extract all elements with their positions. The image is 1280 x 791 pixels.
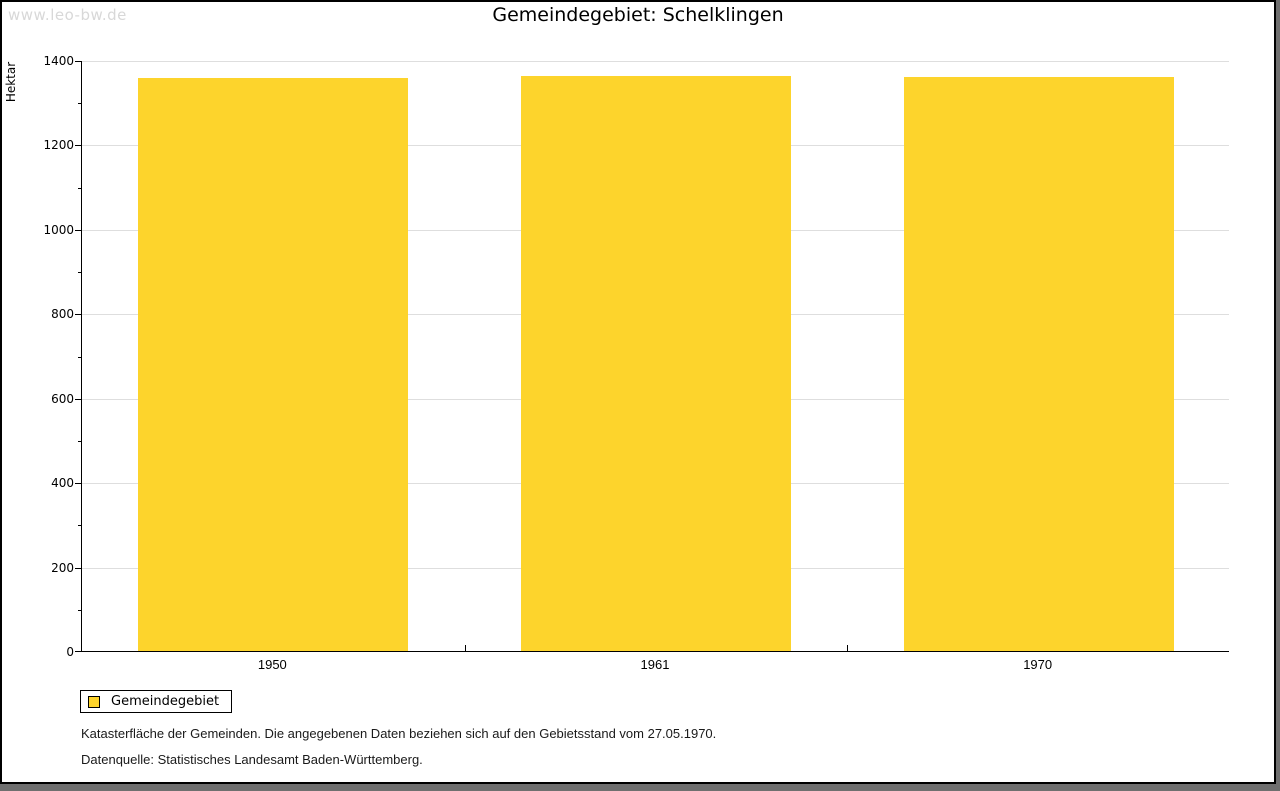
y-axis-major-tick [75, 314, 81, 316]
y-tick-label: 200 [51, 560, 74, 575]
y-tick-label: 0 [66, 645, 74, 659]
y-axis-major-tick [75, 483, 81, 485]
x-tick-label: 1970 [1023, 657, 1053, 672]
y-axis-minor-tick [78, 272, 81, 274]
legend-label: Gemeindegebiet [111, 694, 220, 709]
y-axis-major-tick [75, 61, 81, 62]
y-tick-label: 600 [51, 391, 74, 406]
bar-1970 [903, 77, 1174, 651]
footnote-data-source: Datenquelle: Statistisches Landesamt Bad… [81, 752, 423, 767]
y-axis-minor-tick [78, 103, 81, 105]
y-axis-minor-tick [78, 609, 81, 611]
plot-area [75, 61, 1229, 652]
y-axis-minor-tick [78, 440, 81, 442]
x-axis-boundary-tick [847, 645, 849, 651]
y-axis-major-tick [75, 567, 81, 569]
x-tick-label: 1950 [257, 657, 287, 672]
y-axis-major-tick [75, 145, 81, 147]
x-tick-label: 1961 [640, 657, 670, 672]
legend: Gemeindegebiet [80, 690, 233, 713]
y-axis-minor-tick [78, 525, 81, 527]
y-axis-major-tick [75, 398, 81, 400]
y-tick-label: 800 [51, 307, 74, 322]
x-axis-boundary-tick [464, 645, 466, 651]
y-tick-label: 400 [51, 476, 74, 491]
bar-1961 [521, 76, 791, 651]
gridline [82, 61, 1229, 62]
chart-title: Gemeindegebiet: Schelklingen [492, 4, 784, 26]
y-tick-label: 1000 [43, 222, 74, 237]
bar-1950 [138, 78, 409, 651]
y-axis-major-tick [75, 229, 81, 231]
legend-swatch [88, 695, 100, 708]
y-tick-label: 1400 [43, 54, 74, 68]
y-axis-minor-tick [78, 187, 81, 189]
y-axis-minor-tick [78, 356, 81, 358]
y-axis-major-tick [75, 651, 81, 652]
y-tick-label: 1200 [43, 138, 74, 153]
footnote-source-note: Katasterfläche der Gemeinden. Die angege… [81, 726, 717, 741]
watermark: www.leo-bw.de [8, 6, 127, 24]
